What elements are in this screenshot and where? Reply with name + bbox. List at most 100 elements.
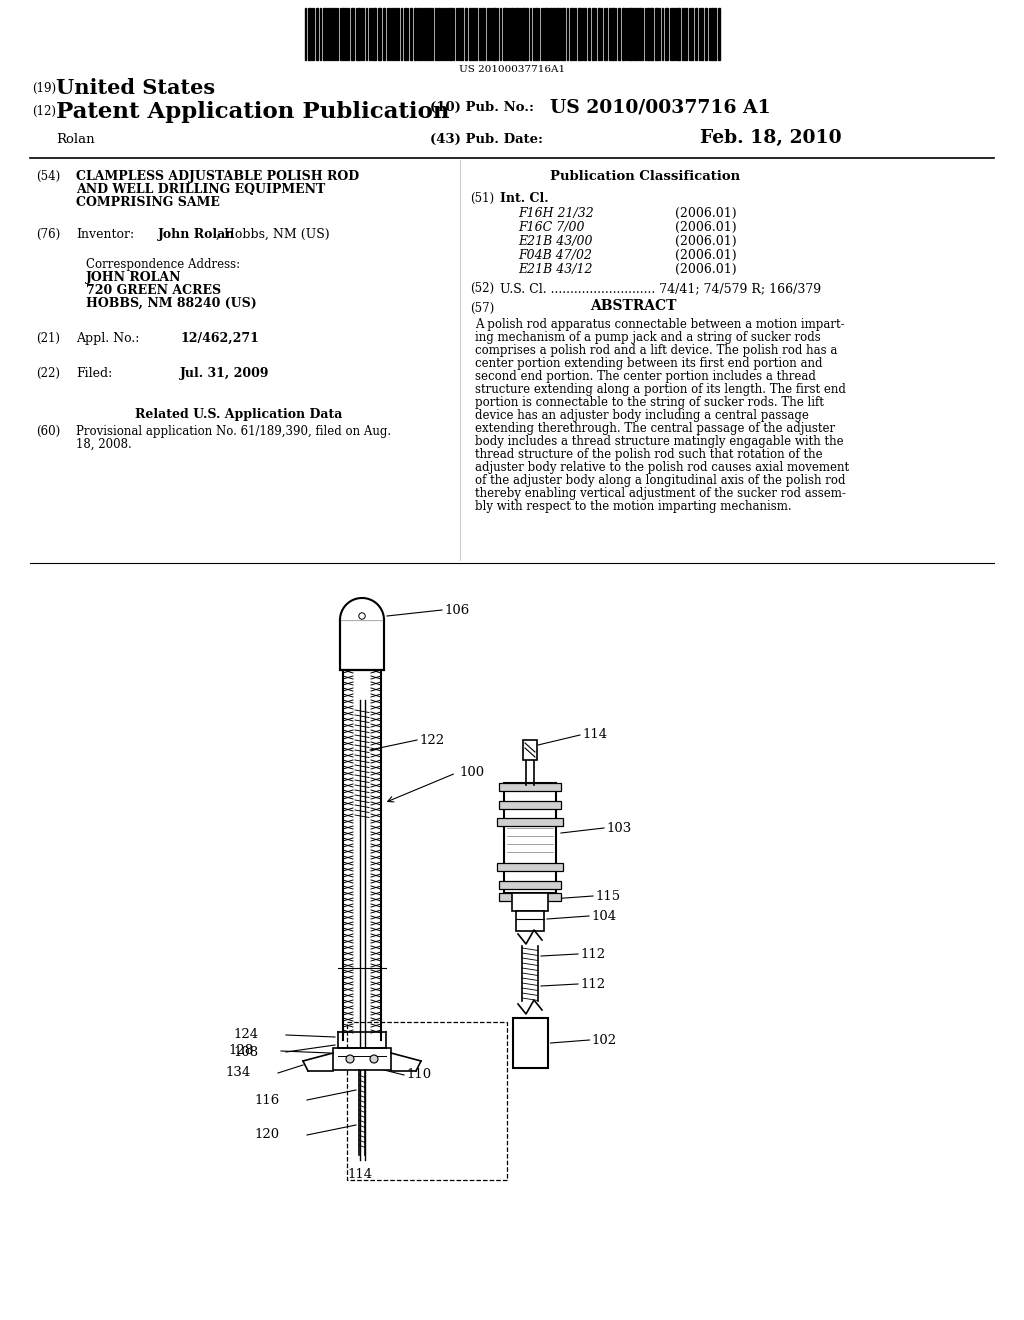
Text: 114: 114 (347, 1168, 372, 1181)
Bar (682, 8, 684, 59)
Bar (562, 8, 565, 59)
Text: Rolan: Rolan (56, 133, 94, 147)
Text: of the adjuster body along a longitudinal axis of the polish rod: of the adjuster body along a longitudina… (475, 474, 846, 487)
Text: (2006.01): (2006.01) (675, 249, 736, 261)
Text: (12): (12) (32, 106, 56, 117)
Bar (497, 863, 563, 871)
Text: (2006.01): (2006.01) (675, 207, 736, 220)
Bar (347, 1022, 507, 1180)
Text: F16C 7/00: F16C 7/00 (518, 220, 585, 234)
Bar (393, 8, 395, 59)
Text: 720 GREEN ACRES: 720 GREEN ACRES (86, 284, 221, 297)
Bar (522, 8, 525, 59)
Text: ing mechanism of a pump jack and a string of sucker rods: ing mechanism of a pump jack and a strin… (475, 331, 821, 345)
Text: Publication Classification: Publication Classification (550, 170, 740, 183)
Text: JOHN ROLAN: JOHN ROLAN (86, 271, 181, 284)
Bar (535, 8, 537, 59)
Text: AND WELL DRILLING EQUIPMENT: AND WELL DRILLING EQUIPMENT (76, 183, 326, 195)
Bar (449, 8, 452, 59)
Bar (460, 8, 463, 59)
Bar (685, 8, 687, 59)
Bar (650, 8, 653, 59)
Text: (54): (54) (36, 170, 60, 183)
Text: Jul. 31, 2009: Jul. 31, 2009 (180, 367, 269, 380)
Bar (414, 8, 416, 59)
Bar (523, 741, 537, 760)
Bar (499, 801, 561, 809)
Bar (584, 8, 586, 59)
Text: 122: 122 (419, 734, 444, 747)
Bar (655, 8, 658, 59)
Polygon shape (340, 598, 384, 620)
Circle shape (346, 1055, 354, 1063)
Text: bly with respect to the motion imparting mechanism.: bly with respect to the motion imparting… (475, 500, 792, 513)
Text: United States: United States (56, 78, 215, 98)
Text: John Rolan: John Rolan (158, 228, 236, 242)
Bar (695, 8, 697, 59)
Text: 18, 2008.: 18, 2008. (76, 438, 132, 451)
Text: second end portion. The center portion includes a thread: second end portion. The center portion i… (475, 370, 816, 383)
Text: (22): (22) (36, 367, 60, 380)
Bar (378, 8, 381, 59)
Text: 100: 100 (459, 767, 484, 780)
Text: Int. Cl.: Int. Cl. (500, 191, 549, 205)
Bar (316, 8, 318, 59)
Bar (711, 8, 713, 59)
Bar (404, 8, 406, 59)
Text: body includes a thread structure matingly engagable with the: body includes a thread structure matingl… (475, 436, 844, 447)
Text: portion is connectable to the string of sucker rods. The lift: portion is connectable to the string of … (475, 396, 824, 409)
Text: F04B 47/02: F04B 47/02 (518, 249, 592, 261)
Bar (691, 8, 693, 59)
Text: (43) Pub. Date:: (43) Pub. Date: (430, 133, 543, 147)
Bar (497, 818, 563, 826)
Text: center portion extending between its first end portion and: center portion extending between its fir… (475, 356, 822, 370)
Bar (639, 8, 641, 59)
Text: 115: 115 (595, 890, 621, 903)
Text: Provisional application No. 61/189,390, filed on Aug.: Provisional application No. 61/189,390, … (76, 425, 391, 438)
Bar (677, 8, 680, 59)
Text: A polish rod apparatus connectable between a motion impart-: A polish rod apparatus connectable betwe… (475, 318, 845, 331)
Bar (483, 8, 485, 59)
Bar (332, 8, 334, 59)
Text: Filed:: Filed: (76, 367, 113, 380)
Text: , Hobbs, NM (US): , Hobbs, NM (US) (216, 228, 330, 242)
Text: CLAMPLESS ADJUSTABLE POLISH ROD: CLAMPLESS ADJUSTABLE POLISH ROD (76, 170, 359, 183)
Bar (383, 8, 385, 59)
Text: 120: 120 (254, 1129, 280, 1142)
Bar (647, 8, 649, 59)
Bar (545, 8, 547, 59)
Text: Related U.S. Application Data: Related U.S. Application Data (135, 408, 342, 421)
Bar (718, 8, 720, 59)
Text: US 20100037716A1: US 20100037716A1 (459, 65, 565, 74)
Text: 128: 128 (228, 1044, 253, 1057)
Text: HOBBS, NM 88240 (US): HOBBS, NM 88240 (US) (86, 297, 257, 310)
Text: (60): (60) (36, 425, 60, 438)
Text: (19): (19) (32, 82, 56, 95)
Bar (410, 8, 412, 59)
Bar (351, 8, 354, 59)
Bar (353, 671, 371, 1040)
Text: comprises a polish rod and a lift device. The polish rod has a: comprises a polish rod and a lift device… (475, 345, 838, 356)
Bar (511, 8, 513, 59)
Text: 112: 112 (580, 948, 605, 961)
Bar (493, 8, 496, 59)
Bar (612, 8, 614, 59)
Text: E21B 43/00: E21B 43/00 (518, 235, 593, 248)
Text: 12/462,271: 12/462,271 (180, 333, 259, 345)
Text: thereby enabling vertical adjustment of the sucker rod assem-: thereby enabling vertical adjustment of … (475, 487, 846, 500)
Bar (705, 8, 707, 59)
Bar (512, 1018, 548, 1068)
Bar (308, 8, 310, 59)
Text: 108: 108 (233, 1045, 258, 1059)
Text: 110: 110 (406, 1068, 431, 1081)
Text: Patent Application Publication: Patent Application Publication (56, 102, 450, 123)
Text: 134: 134 (225, 1067, 250, 1080)
Bar (665, 8, 668, 59)
Bar (556, 8, 559, 59)
Text: Feb. 18, 2010: Feb. 18, 2010 (700, 129, 842, 147)
Text: 106: 106 (444, 603, 469, 616)
Text: COMPRISING SAME: COMPRISING SAME (76, 195, 220, 209)
Text: (51): (51) (470, 191, 495, 205)
Bar (588, 8, 590, 59)
Text: (2006.01): (2006.01) (675, 235, 736, 248)
